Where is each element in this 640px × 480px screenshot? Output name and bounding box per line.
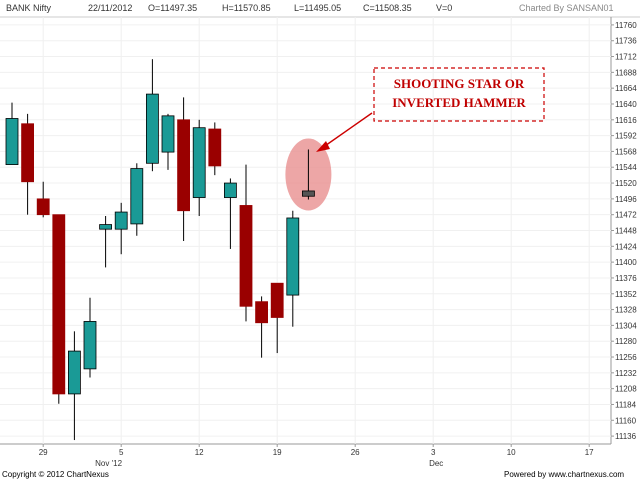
x-tick-label: 3 <box>431 448 436 457</box>
candle-body <box>270 282 284 318</box>
candle <box>52 214 66 404</box>
y-tick-label: 11592 <box>615 132 637 141</box>
x-tick-label: 19 <box>273 448 282 457</box>
footer-powered: Powered by www.chartnexus.com <box>504 470 624 479</box>
candle-body <box>52 214 66 395</box>
candle <box>5 102 19 166</box>
candle-body <box>255 301 269 324</box>
y-tick-label: 11568 <box>615 147 637 156</box>
x-month-label: Dec <box>429 459 443 468</box>
candle <box>83 297 97 378</box>
y-tick-label: 11640 <box>615 100 637 109</box>
candle-body <box>5 118 19 166</box>
candle-body <box>177 119 191 212</box>
y-tick-label: 11136 <box>615 432 637 441</box>
y-tick-label: 11256 <box>615 353 637 362</box>
header-volume: V=0 <box>436 3 452 13</box>
annotation-arrow <box>321 112 373 149</box>
candle <box>270 282 284 354</box>
candle-body <box>192 127 206 198</box>
y-tick-label: 11160 <box>615 416 637 425</box>
header-charted-by: Charted By SANSAN01 <box>519 3 614 13</box>
annotation-line-1: SHOOTING STAR OR <box>394 76 525 91</box>
candle-body <box>99 224 112 230</box>
y-tick-label: 11232 <box>615 369 637 378</box>
annotation-line-2: INVERTED HAMMER <box>392 95 526 110</box>
candle <box>239 164 253 322</box>
candle-body <box>21 123 35 183</box>
candle-body <box>83 321 97 370</box>
candle <box>255 296 269 358</box>
candle <box>301 149 315 200</box>
candle-body <box>301 190 315 197</box>
candle-body <box>161 115 175 153</box>
y-tick-label: 11448 <box>615 227 637 236</box>
y-tick-label: 11736 <box>615 37 637 46</box>
header-high: H=11570.85 <box>222 3 271 13</box>
candle <box>36 181 50 218</box>
candle <box>161 113 175 170</box>
candle-body <box>36 198 50 216</box>
y-tick-label: 11376 <box>615 274 637 283</box>
header-date: 22/11/2012 <box>88 3 132 13</box>
candle-body <box>239 205 253 307</box>
candle-body <box>130 168 144 225</box>
candle <box>21 113 35 215</box>
candle-body <box>208 128 222 167</box>
y-tick-label: 11688 <box>615 68 637 77</box>
y-tick-label: 11472 <box>615 211 637 220</box>
header-low: L=11495.05 <box>294 3 341 13</box>
candle <box>223 178 237 249</box>
header-close: C=11508.35 <box>363 3 412 13</box>
y-tick-label: 11616 <box>615 116 637 125</box>
candle <box>145 59 159 172</box>
y-tick-label: 11544 <box>615 163 637 172</box>
candle <box>114 202 128 255</box>
candle <box>99 216 112 268</box>
y-tick-label: 11520 <box>615 179 637 188</box>
x-tick-label: 12 <box>195 448 204 457</box>
header-symbol: BANK Nifty <box>6 3 52 13</box>
annotation-box <box>373 67 545 122</box>
x-tick-label: 26 <box>351 448 360 457</box>
candle-body <box>223 182 237 198</box>
x-tick-label: 17 <box>585 448 594 457</box>
y-tick-label: 11184 <box>615 400 637 409</box>
candle <box>130 163 144 236</box>
x-tick-label: 5 <box>119 448 124 457</box>
y-tick-label: 11424 <box>615 242 637 251</box>
candle-body <box>286 217 300 296</box>
y-tick-label: 11328 <box>615 306 637 315</box>
y-tick-label: 11352 <box>615 290 637 299</box>
y-tick-label: 11664 <box>615 84 637 93</box>
y-tick-label: 11760 <box>615 21 637 30</box>
candle <box>286 210 300 327</box>
candle <box>68 331 81 441</box>
x-tick-label: 29 <box>39 448 48 457</box>
x-axis: 29 5 12 19 26 3 10 17 Nov '12 Dec <box>39 444 594 468</box>
x-month-label: Nov '12 <box>95 459 122 468</box>
candle <box>177 97 191 242</box>
y-tick-label: 11304 <box>615 321 637 330</box>
annotation-arrowhead <box>316 141 330 152</box>
candle-body <box>145 93 159 164</box>
x-tick-label: 10 <box>507 448 516 457</box>
y-axis: 11136 11160 11184 11208 11232 11256 11280 11304… <box>611 21 637 441</box>
annotation: SHOOTING STAR OR INVERTED HAMMER <box>316 67 545 152</box>
header-open: O=11497.35 <box>148 3 197 13</box>
y-tick-label: 11496 <box>615 195 637 204</box>
candle-body <box>68 350 81 395</box>
y-tick-label: 11280 <box>615 337 637 346</box>
y-tick-label: 11400 <box>615 258 637 267</box>
footer-copyright: Copyright © 2012 ChartNexus <box>2 470 109 479</box>
y-tick-label: 11712 <box>615 53 637 62</box>
grid <box>0 17 611 444</box>
y-tick-label: 11208 <box>615 385 637 394</box>
candle-body <box>114 211 128 230</box>
candle <box>208 122 222 176</box>
candles <box>5 59 332 441</box>
candle <box>192 119 206 217</box>
